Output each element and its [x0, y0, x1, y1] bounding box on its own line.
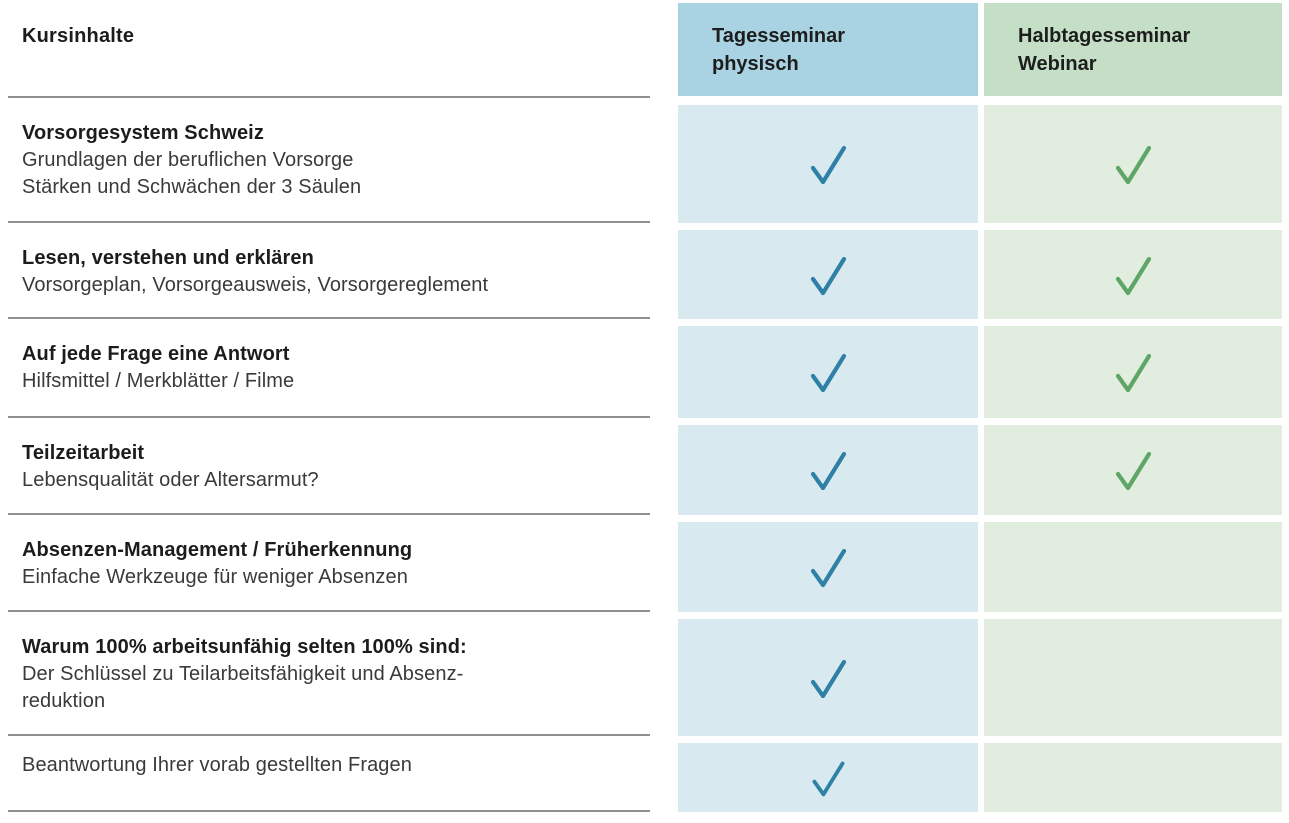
row-label-cell: Teilzeitarbeit Lebensqualität oder Alter… — [8, 418, 650, 515]
check-icon — [810, 451, 847, 491]
row-label-cell: Auf jede Frage eine Antwort Hilfsmittel … — [8, 319, 650, 418]
row-label-cell: Lesen, verstehen und erklären Vorsorgepl… — [8, 223, 650, 319]
label-column-header-cell: Kursinhalte — [8, 3, 650, 98]
label-column-header-wrap: Kursinhalte — [0, 3, 678, 98]
row-title: Absenzen-Management / Früherkennung — [22, 539, 413, 561]
check-icon — [810, 256, 847, 295]
column-header-tagesseminar-label: Tagesseminar physisch — [712, 24, 846, 75]
cell-tagesseminar — [678, 326, 978, 418]
row-label-wrap: Warum 100% arbeitsunfähig selten 100% si… — [0, 612, 678, 736]
row-description: Vorsorgeplan, Vorsorgeausweis, Vorsorger… — [22, 274, 489, 296]
label-column-header: Kursinhalte — [22, 25, 135, 47]
table-row: Warum 100% arbeitsunfähig selten 100% si… — [0, 612, 1289, 736]
row-description: Grundlagen der beruflichen Vorsorge Stär… — [22, 149, 362, 198]
check-icon — [810, 659, 847, 698]
cell-webinar — [984, 326, 1282, 418]
cell-webinar — [984, 105, 1282, 223]
column-header-webinar-label: Halbtagesseminar Webinar — [1018, 24, 1191, 75]
row-label-cell: Warum 100% arbeitsunfähig selten 100% si… — [8, 612, 650, 736]
row-label-cell: Beantwortung Ihrer vorab gestellten Frag… — [8, 736, 650, 812]
cell-tagesseminar — [678, 425, 978, 515]
table-row: Beantwortung Ihrer vorab gestellten Frag… — [0, 736, 1289, 812]
row-label-wrap: Beantwortung Ihrer vorab gestellten Frag… — [0, 736, 678, 812]
table-row: Absenzen-Management / Früherkennung Einf… — [0, 515, 1289, 612]
check-icon — [1115, 145, 1152, 185]
column-header-tagesseminar: Tagesseminar physisch — [678, 3, 978, 96]
table-row: Vorsorgesystem Schweiz Grundlagen der be… — [0, 98, 1289, 223]
row-label-cell: Vorsorgesystem Schweiz Grundlagen der be… — [8, 98, 650, 223]
row-label-wrap: Absenzen-Management / Früherkennung Einf… — [0, 515, 678, 612]
column-header-webinar: Halbtagesseminar Webinar — [984, 3, 1282, 96]
cell-tagesseminar — [678, 230, 978, 319]
check-icon — [1115, 451, 1152, 491]
check-icon — [812, 761, 845, 796]
check-icon — [1115, 353, 1152, 393]
check-icon — [810, 548, 847, 588]
cell-webinar — [984, 522, 1282, 612]
cell-webinar — [984, 230, 1282, 319]
cell-tagesseminar — [678, 743, 978, 812]
row-description: Lebensqualität oder Altersarmut? — [22, 469, 319, 491]
cell-tagesseminar — [678, 619, 978, 736]
check-icon — [810, 145, 847, 185]
row-title: Lesen, verstehen und erklären — [22, 247, 314, 269]
row-label-wrap: Auf jede Frage eine Antwort Hilfsmittel … — [0, 319, 678, 418]
row-label-wrap: Lesen, verstehen und erklären Vorsorgepl… — [0, 223, 678, 319]
table-row: Auf jede Frage eine Antwort Hilfsmittel … — [0, 319, 1289, 418]
row-label-cell: Absenzen-Management / Früherkennung Einf… — [8, 515, 650, 612]
table-row: Teilzeitarbeit Lebensqualität oder Alter… — [0, 418, 1289, 515]
cell-webinar — [984, 619, 1282, 736]
row-description: Der Schlüssel zu Teilarbeitsfähigkeit un… — [22, 663, 464, 712]
table-header-row: Kursinhalte Tagesseminar physisch Halbta… — [0, 3, 1289, 98]
check-icon — [1115, 256, 1152, 295]
row-title: Auf jede Frage eine Antwort — [22, 343, 290, 365]
row-title: Vorsorgesystem Schweiz — [22, 122, 264, 144]
table-row: Lesen, verstehen und erklären Vorsorgepl… — [0, 223, 1289, 319]
cell-webinar — [984, 743, 1282, 812]
cell-tagesseminar — [678, 522, 978, 612]
row-description: Einfache Werkzeuge für weniger Absenzen — [22, 566, 408, 588]
row-label-wrap: Teilzeitarbeit Lebensqualität oder Alter… — [0, 418, 678, 515]
check-icon — [810, 353, 847, 393]
row-description: Beantwortung Ihrer vorab gestellten Frag… — [22, 754, 412, 776]
row-title: Teilzeitarbeit — [22, 442, 145, 464]
row-description: Hilfsmittel / Merkblätter / Filme — [22, 370, 295, 392]
row-label-wrap: Vorsorgesystem Schweiz Grundlagen der be… — [0, 98, 678, 223]
cell-tagesseminar — [678, 105, 978, 223]
row-title: Warum 100% arbeitsunfähig selten 100% si… — [22, 636, 467, 658]
cell-webinar — [984, 425, 1282, 515]
